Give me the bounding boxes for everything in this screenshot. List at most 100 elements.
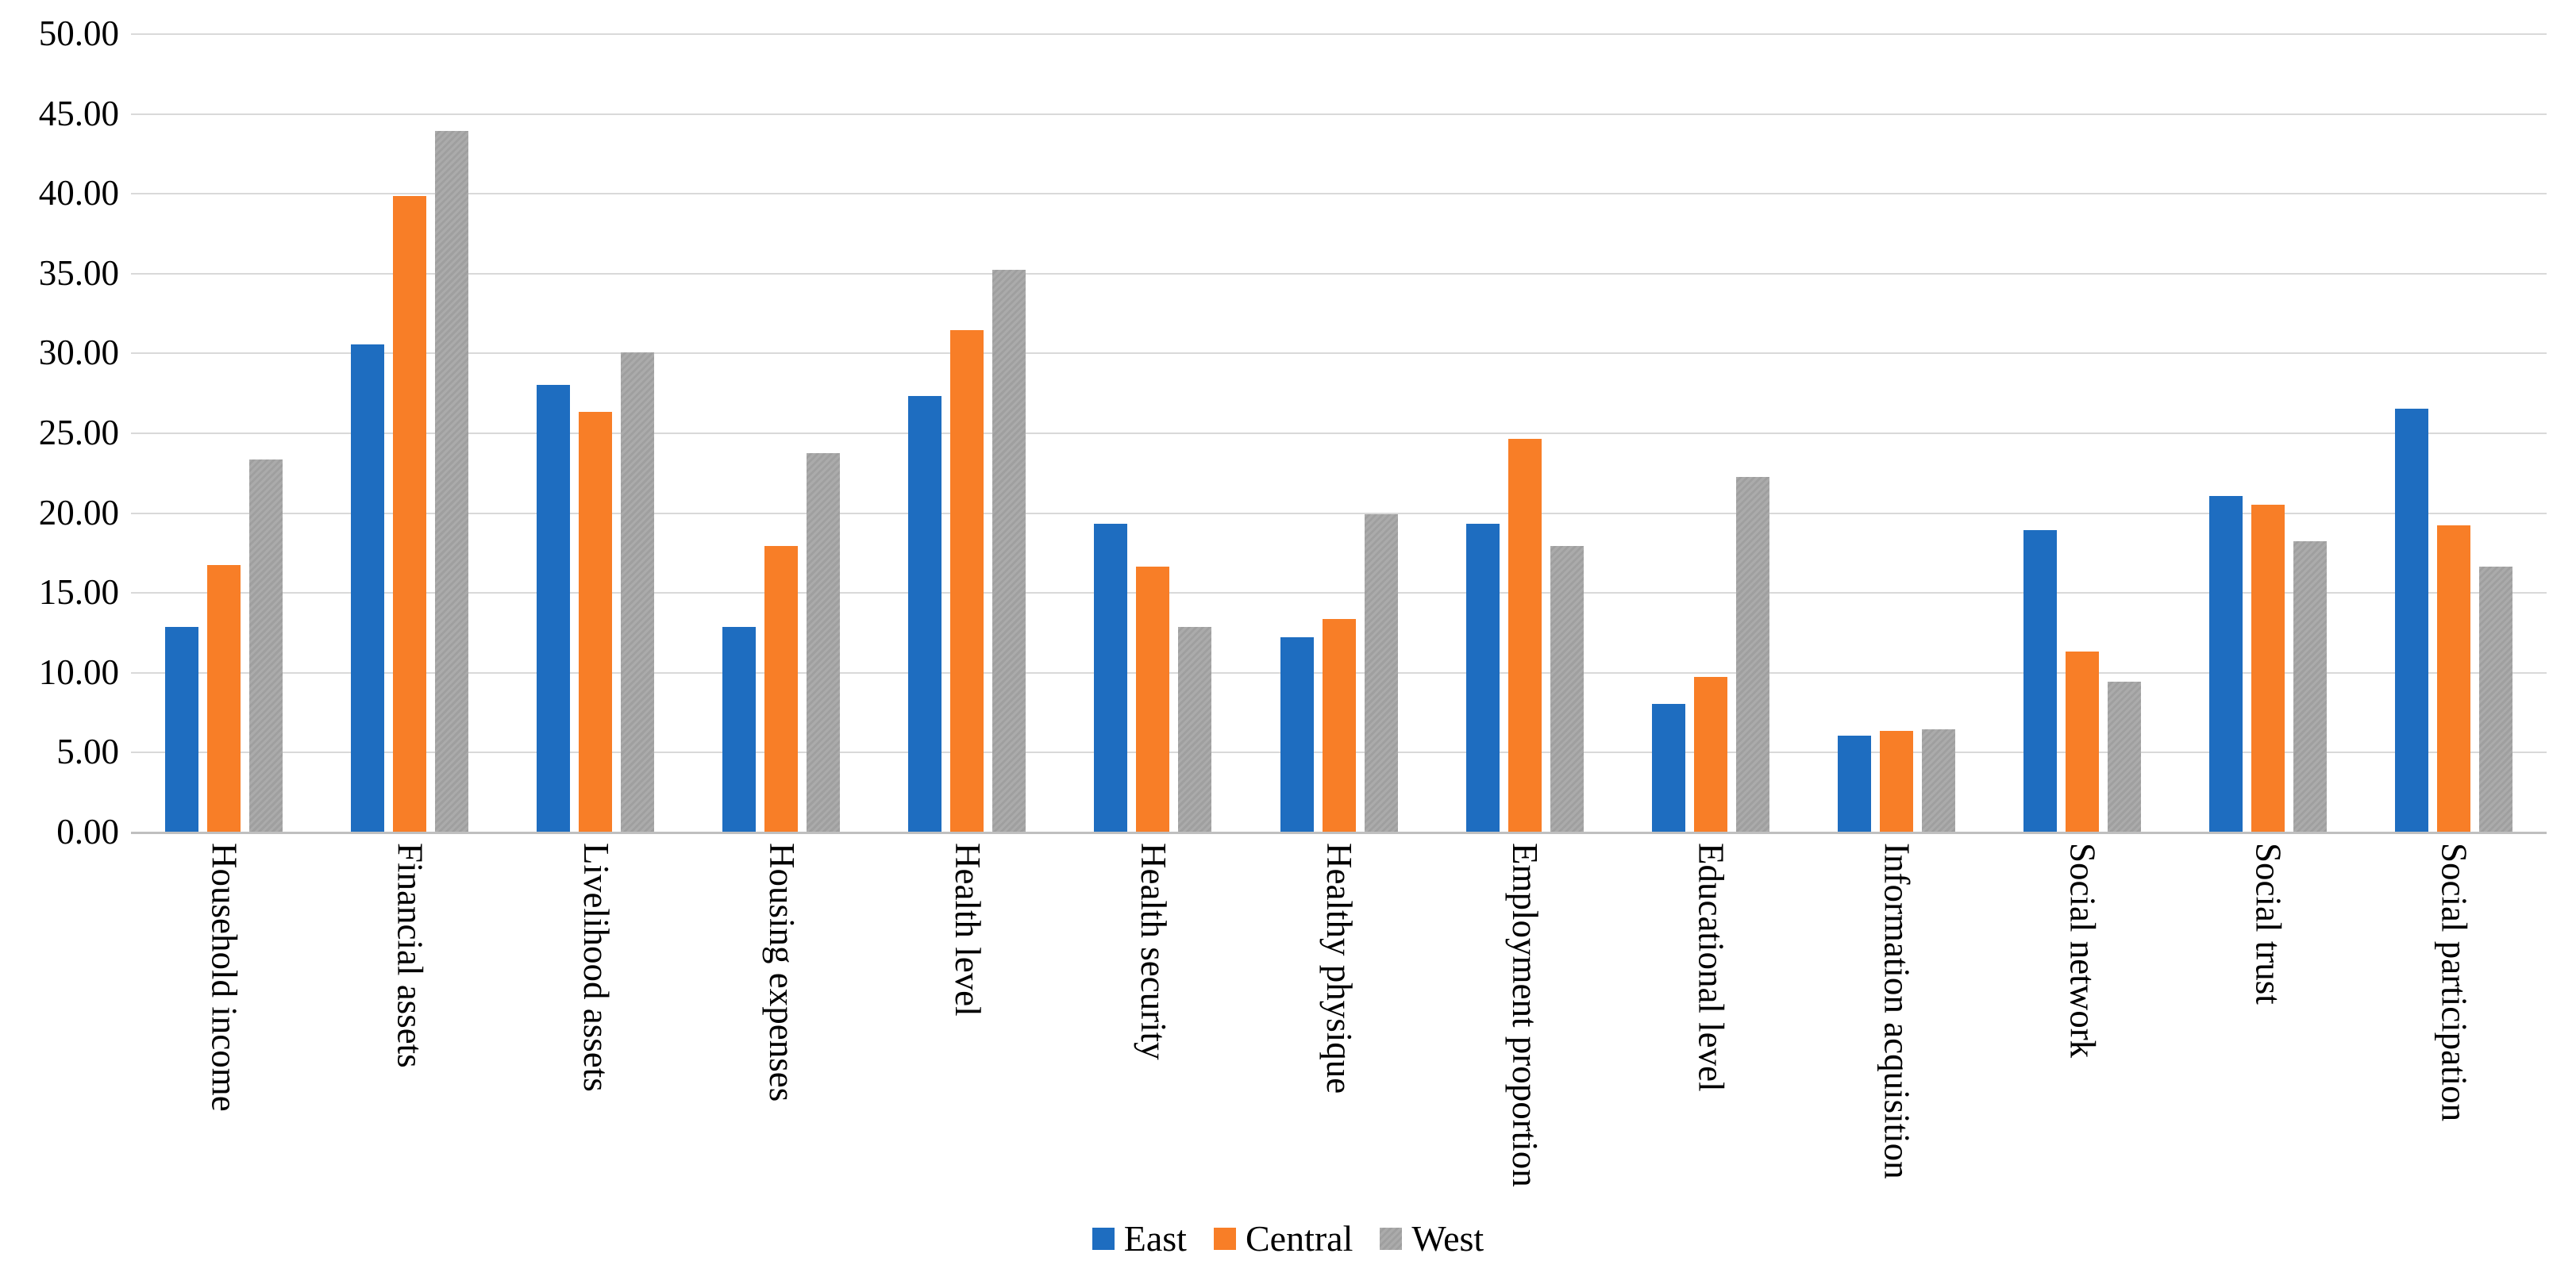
bar-group-household-income [131, 33, 317, 832]
legend-label-east: East [1123, 1218, 1187, 1259]
bar-central-household-income [207, 565, 241, 832]
bar-west-social-trust [2293, 540, 2327, 832]
bar-east-social-network [2023, 529, 2057, 832]
bar-central-information-acquisition [1879, 731, 1913, 832]
gridline [131, 512, 2547, 514]
bar-central-social-trust [2251, 504, 2285, 832]
bar-central-healthy-physique [1322, 619, 1356, 832]
gridline [131, 433, 2547, 434]
y-tick-label: 10.00 [38, 652, 119, 692]
bar-east-livelihood-assets [537, 384, 571, 832]
bar-east-health-level [908, 395, 942, 832]
x-category-label-health-level: Health level [947, 843, 988, 1017]
x-category-label-housing-expenses: Housing expenses [761, 843, 802, 1102]
gridline [131, 193, 2547, 195]
bar-west-social-participation [2478, 567, 2512, 832]
bar-group-social-participation [2361, 33, 2547, 832]
x-category-label-livelihood-assets: Livelihood assets [576, 843, 616, 1092]
x-category-label-social-network: Social network [2062, 843, 2103, 1059]
gridline [131, 33, 2547, 35]
y-tick-label: 35.00 [38, 252, 119, 293]
bar-central-educational-level [1693, 676, 1727, 832]
x-label-cell: Educational level [1618, 843, 1804, 1216]
x-category-label-social-participation: Social participation [2434, 843, 2474, 1122]
bar-group-information-acquisition [1804, 33, 1989, 832]
y-tick-label: 40.00 [38, 173, 119, 213]
bar-west-employment-proportion [1550, 545, 1584, 832]
bar-east-educational-level [1651, 704, 1685, 832]
y-tick-label: 50.00 [38, 13, 119, 53]
x-axis-category-labels: Household income Financial assets Liveliho… [131, 843, 2547, 1216]
x-label-cell: Housing expenses [688, 843, 874, 1216]
bar-west-healthy-physique [1364, 513, 1398, 832]
gridline [131, 272, 2547, 275]
y-tick-label: 30.00 [38, 333, 119, 373]
x-label-cell: Employment proportion [1432, 843, 1618, 1216]
bar-central-livelihood-assets [579, 411, 613, 832]
x-category-label-healthy-physique: Healthy physique [1319, 843, 1360, 1094]
x-label-cell: Health level [874, 843, 1060, 1216]
x-label-cell: Information acquisition [1804, 843, 1989, 1216]
x-category-label-household-income: Household income [204, 843, 245, 1112]
bar-central-health-level [950, 330, 984, 832]
legend-item-west: West [1380, 1221, 1484, 1257]
bar-central-financial-assets [393, 196, 427, 832]
bar-west-livelihood-assets [621, 352, 655, 832]
bar-group-healthy-physique [1246, 33, 1431, 832]
x-category-label-information-acquisition: Information acquisition [1877, 843, 1917, 1179]
bar-west-health-level [992, 269, 1026, 832]
bar-central-housing-expenses [764, 545, 799, 832]
x-label-cell: Financial assets [317, 843, 502, 1216]
legend-item-east: East [1092, 1221, 1187, 1257]
x-category-label-social-trust: Social trust [2248, 843, 2289, 1005]
bar-group-financial-assets [317, 33, 502, 832]
bar-group-health-security [1060, 33, 1246, 832]
y-axis-tick-labels: 0.00 5.00 10.00 15.00 20.00 25.00 30.00 35.00 40… [0, 13, 119, 852]
y-tick-label: 20.00 [38, 492, 119, 533]
x-label-cell: Social participation [2361, 843, 2547, 1216]
bar-east-information-acquisition [1837, 736, 1871, 832]
y-tick-label: 15.00 [38, 572, 119, 613]
y-tick-label: 25.00 [38, 413, 119, 452]
x-category-label-educational-level: Educational level [1691, 843, 1731, 1092]
gridline [131, 592, 2547, 594]
x-category-label-health-security: Health security [1134, 843, 1174, 1060]
legend: East Central West [0, 1221, 2576, 1257]
bar-group-employment-proportion [1432, 33, 1618, 832]
bar-east-health-security [1094, 523, 1128, 832]
x-label-cell: Healthy physique [1246, 843, 1431, 1216]
bar-west-health-security [1178, 627, 1212, 832]
x-label-cell: Social trust [2175, 843, 2361, 1216]
legend-swatch-west [1380, 1228, 1403, 1250]
bar-west-social-network [2107, 681, 2141, 832]
x-category-label-financial-assets: Financial assets [390, 843, 430, 1068]
legend-swatch-east [1092, 1228, 1115, 1250]
gridline [131, 113, 2547, 115]
bar-west-household-income [249, 459, 283, 832]
y-tick-label: 5.00 [56, 732, 119, 772]
plot-area [131, 33, 2547, 834]
legend-label-west: West [1411, 1218, 1484, 1259]
y-tick-label: 45.00 [38, 93, 119, 133]
bar-east-household-income [165, 627, 199, 832]
bar-east-housing-expenses [722, 627, 757, 832]
bar-group-health-level [874, 33, 1060, 832]
gridline [131, 352, 2547, 355]
bar-east-social-trust [2208, 496, 2243, 832]
x-label-cell: Household income [131, 843, 317, 1216]
bar-central-employment-proportion [1507, 439, 1542, 832]
bar-east-healthy-physique [1280, 636, 1314, 832]
legend-swatch-central [1213, 1228, 1236, 1250]
bar-central-social-network [2065, 651, 2099, 832]
bar-east-employment-proportion [1465, 523, 1500, 832]
legend-item-central: Central [1213, 1221, 1353, 1257]
bar-group-social-trust [2175, 33, 2361, 832]
bar-east-social-participation [2394, 408, 2428, 832]
x-label-cell: Health security [1060, 843, 1246, 1216]
x-category-label-employment-proportion: Employment proportion [1505, 843, 1546, 1187]
bar-group-social-network [1989, 33, 2175, 832]
bar-east-financial-assets [351, 344, 385, 832]
bar-west-financial-assets [435, 130, 469, 832]
x-label-cell: Social network [1989, 843, 2175, 1216]
